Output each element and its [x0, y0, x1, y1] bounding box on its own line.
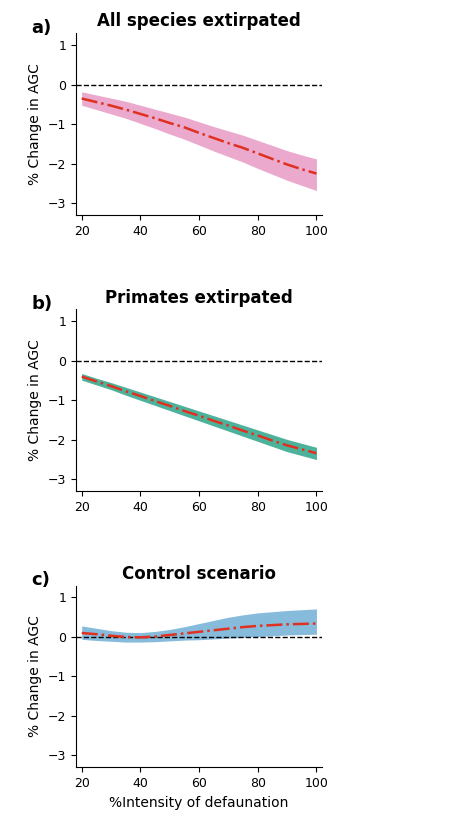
Text: b): b)	[31, 295, 53, 313]
Y-axis label: % Change in AGC: % Change in AGC	[28, 615, 42, 737]
Title: All species extirpated: All species extirpated	[97, 13, 301, 30]
Text: c): c)	[31, 571, 50, 589]
Y-axis label: % Change in AGC: % Change in AGC	[28, 63, 42, 185]
Title: Primates extirpated: Primates extirpated	[105, 289, 293, 307]
Title: Control scenario: Control scenario	[122, 565, 276, 583]
Y-axis label: % Change in AGC: % Change in AGC	[28, 339, 42, 461]
X-axis label: %Intensity of defaunation: %Intensity of defaunation	[109, 796, 289, 810]
Text: a): a)	[31, 19, 52, 37]
